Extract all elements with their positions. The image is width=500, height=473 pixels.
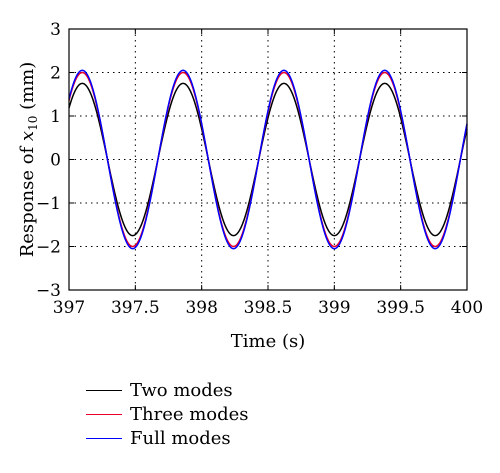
x-tick-label: 398 [185, 298, 217, 318]
x-tick-label: 397.5 [111, 298, 160, 318]
legend-item-two-modes: Two modes [86, 378, 306, 402]
legend-item-full-modes: Full modes [86, 426, 306, 450]
y-tick-label: −1 [36, 194, 61, 214]
y-axis-label-sub: 10 [26, 116, 40, 131]
y-axis-label: Response of x10 (mm) [17, 62, 40, 258]
series-line-0 [68, 82, 468, 237]
x-tick-label: 399.5 [376, 298, 425, 318]
legend-swatch-three-modes [86, 413, 122, 415]
x-tick-label: 398.5 [244, 298, 293, 318]
x-tick-label: 397 [53, 298, 85, 318]
series-line-2 [68, 69, 468, 250]
y-tick-label: −3 [36, 281, 61, 301]
y-tick-label: 1 [50, 107, 61, 127]
y-axis-label-unit: (mm) [17, 62, 38, 116]
y-tick-label: 2 [50, 64, 61, 84]
grid-lines [69, 29, 467, 290]
legend: Two modes Three modes Full modes [86, 378, 306, 450]
legend-label-three-modes: Three modes [130, 403, 249, 425]
x-tick-label: 400 [451, 298, 483, 318]
legend-label-two-modes: Two modes [130, 379, 233, 401]
y-tick-label: −2 [36, 238, 61, 258]
y-axis-label-prefix: Response of [17, 141, 38, 257]
legend-swatch-full-modes [86, 437, 122, 439]
legend-item-three-modes: Three modes [86, 402, 306, 426]
legend-label-full-modes: Full modes [130, 427, 231, 449]
y-tick-label: 3 [50, 20, 61, 40]
axis-ticks: 397 397.5 398 398.5 399 399.5 400 −3 −2 −1 0 1 2 3 [36, 20, 483, 318]
x-tick-label: 399 [318, 298, 350, 318]
y-tick-label: 0 [50, 151, 61, 171]
y-axis-label-var: x [17, 131, 38, 141]
x-axis-label: Time (s) [231, 331, 306, 352]
series-lines [68, 69, 468, 250]
legend-swatch-two-modes [86, 389, 122, 391]
